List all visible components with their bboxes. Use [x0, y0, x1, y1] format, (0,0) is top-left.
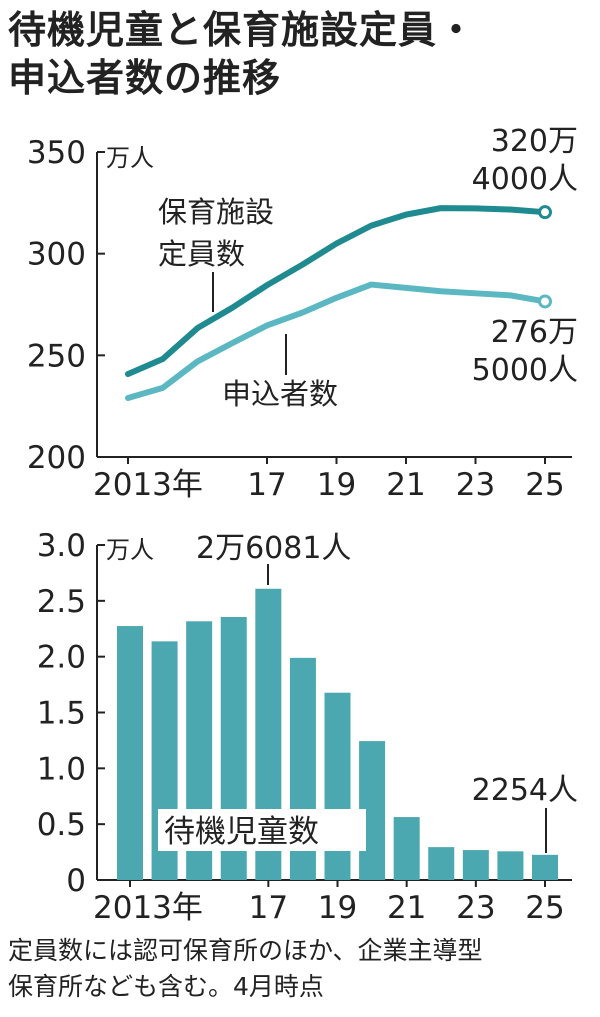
bar-x-tick-label: 21: [387, 890, 426, 926]
capacity-end-label-line2: 4000人: [472, 162, 578, 197]
capacity-series-name-line2: 定員数: [158, 237, 245, 271]
applicants-series-name: 申込者数: [222, 377, 338, 411]
line-x-tick-label: 23: [456, 467, 495, 503]
line-y-axis: 200 250 300 350: [27, 135, 572, 476]
line-chart: 200 250 300 350 万人 2013年 17 19 21 23 25 保育施設 定員数…: [27, 124, 578, 503]
bar: [324, 692, 351, 880]
bar-annotation-latest: 2254人: [472, 773, 578, 808]
applicants-line: [125, 281, 548, 402]
bar-y-unit: 万人: [106, 536, 154, 564]
line-x-tick-label: 17: [247, 467, 286, 503]
applicants-end-label-line1: 276万: [491, 315, 578, 350]
bar: [428, 847, 455, 880]
bar-x-tick-label: 19: [318, 890, 357, 926]
bar-series-name: 待機児童数: [164, 814, 319, 850]
bar-x-axis: 2013年 17 19 21 23 25: [93, 880, 565, 926]
line-x-tick-label: 19: [317, 467, 356, 503]
line-x-tick-label: 21: [386, 467, 425, 503]
bar-x-tick-label: 23: [456, 890, 495, 926]
bar: [117, 626, 143, 880]
capacity-line: [125, 205, 548, 378]
bar-y-tick-label: 2.5: [37, 584, 86, 620]
title-line-2: 申込者数の推移: [8, 56, 282, 100]
chart-title: 待機児童と保育施設定員・ 申込者数の推移: [8, 6, 593, 102]
line-y-unit: 万人: [106, 144, 154, 172]
bar-x-tick-label: 25: [525, 890, 564, 926]
bar-x-tick-label: 17: [249, 890, 288, 926]
bar-y-tick-label: 1.0: [37, 751, 86, 787]
line-y-tick-label: 300: [27, 237, 86, 273]
line-x-tick-label: 2013年: [93, 467, 203, 503]
capacity-line-end-marker: [538, 205, 552, 220]
footnote: 定員数には認可保育所のほか、企業主導型 保育所なども含む。4月時点: [8, 933, 598, 1005]
title-line-1: 待機児童と保育施設定員・: [8, 8, 477, 52]
capacity-series-name-line1: 保育施設: [158, 195, 274, 229]
bar-series-name-box: [158, 809, 366, 851]
line-x-axis: 2013年 17 19 21 23 25: [93, 457, 565, 503]
bar: [497, 851, 524, 880]
footnote-line-1: 定員数には認可保育所のほか、企業主導型: [8, 936, 483, 965]
applicants-line-end-marker: [538, 294, 552, 309]
line-y-tick-label: 200: [27, 440, 86, 476]
line-y-tick-label: 350: [27, 135, 86, 171]
applicants-end-label-line2: 5000人: [472, 353, 578, 388]
capacity-end-label-line1: 320万: [491, 124, 578, 159]
bar-annotation-peak: 2万6081人: [196, 531, 351, 566]
line-x-tick-label: 25: [525, 467, 564, 503]
bar-y-tick-label: 3.0: [37, 528, 86, 564]
bar-y-tick-label: 0: [66, 863, 86, 899]
bar: [393, 817, 420, 880]
footnote-line-2: 保育所なども含む。4月時点: [8, 972, 324, 1001]
bar-y-tick-label: 1.5: [37, 696, 86, 732]
bar: [532, 854, 558, 880]
bar-chart: 0 0.5 1.0 1.5 2.0 2.5 3.0 万人 2013年 17 19 21 23 25 待…: [37, 528, 578, 926]
bar-x-tick-label: 2013年: [93, 890, 203, 926]
bar-y-tick-label: 0.5: [37, 807, 86, 843]
line-y-tick-label: 250: [27, 338, 86, 374]
bar: [462, 850, 489, 880]
bar-y-tick-label: 2.0: [37, 640, 86, 676]
line-series-group: [125, 205, 552, 402]
